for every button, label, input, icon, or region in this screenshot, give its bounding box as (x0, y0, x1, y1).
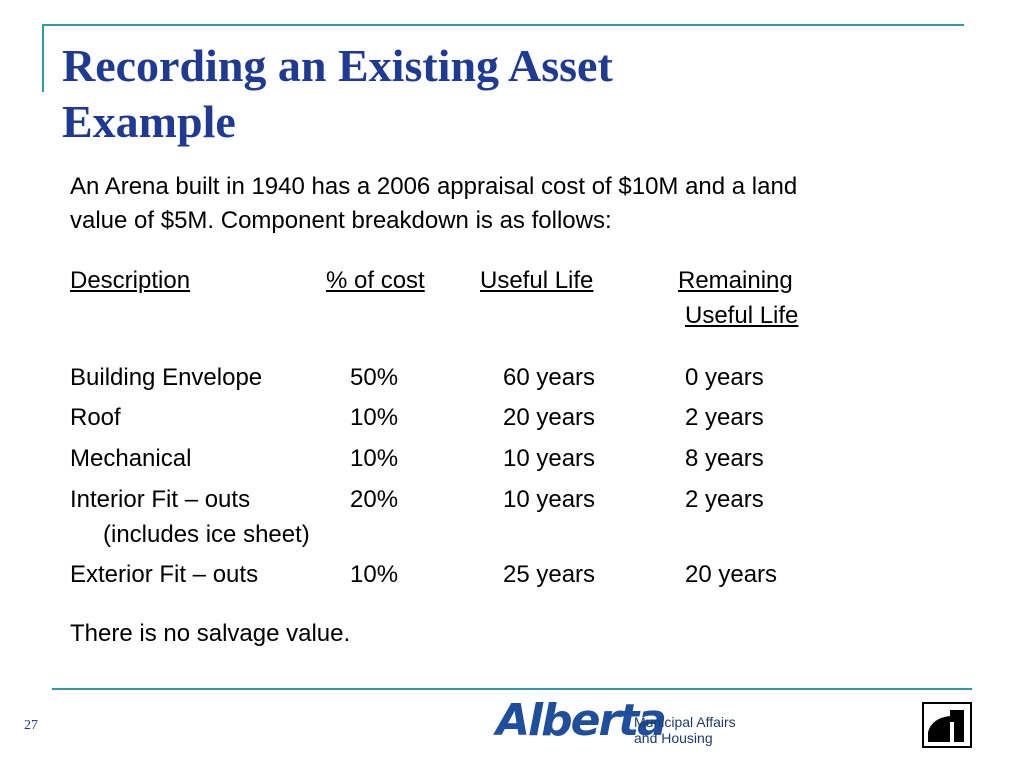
logo-subtitle-line-2: and Housing (634, 730, 713, 746)
header-remaining-line-1: Remaining (678, 267, 793, 294)
header-pct-cost: % of cost (326, 267, 425, 294)
row-life: 10 years (503, 486, 596, 513)
row-description: Exterior Fit – outs (70, 561, 259, 588)
row-life: 25 years (503, 561, 596, 588)
row-description: Interior Fit – outs (70, 486, 251, 513)
title-line-2: Example (62, 96, 236, 147)
row-remaining: 20 years (685, 561, 778, 588)
row-remaining: 2 years (685, 404, 764, 431)
header-useful-life: Useful Life (480, 267, 594, 294)
slide-title: Recording an Existing Asset Example (62, 38, 962, 150)
row-remaining: 2 years (685, 486, 764, 513)
frame-left-rule (42, 24, 44, 92)
row-pct: 20% (350, 486, 399, 513)
row-pct: 10% (350, 445, 399, 472)
row-description: Roof (70, 404, 121, 431)
alberta-logo: Alberta (496, 695, 667, 746)
closing-text: There is no salvage value. (70, 620, 351, 647)
intro-line-2: value of $5M. Component breakdown is as … (70, 207, 612, 234)
page-number: 27 (24, 718, 38, 733)
row-life: 60 years (503, 364, 596, 391)
frame-top-rule (42, 24, 964, 26)
logo-subtitle: Municipal Affairs and Housing (634, 714, 736, 746)
row-pct: 10% (350, 404, 399, 431)
intro-line-1: An Arena built in 1940 has a 2006 apprai… (70, 173, 798, 200)
corner-emblem-icon (922, 702, 972, 748)
row-description: Building Envelope (70, 364, 263, 391)
row-life: 10 years (503, 445, 596, 472)
row-description: Mechanical (70, 445, 192, 472)
header-remaining-line-2: Useful Life (685, 302, 799, 329)
row-note: (includes ice sheet) (103, 521, 310, 548)
row-life: 20 years (503, 404, 596, 431)
row-pct: 10% (350, 561, 399, 588)
row-remaining: 0 years (685, 364, 764, 391)
footer-rule (52, 688, 972, 690)
title-line-1: Recording an Existing Asset (62, 40, 613, 91)
header-description: Description (70, 267, 191, 294)
row-remaining: 8 years (685, 445, 764, 472)
intro-text: An Arena built in 1940 has a 2006 apprai… (70, 170, 970, 238)
logo-subtitle-line-1: Municipal Affairs (634, 714, 736, 730)
row-pct: 50% (350, 364, 399, 391)
